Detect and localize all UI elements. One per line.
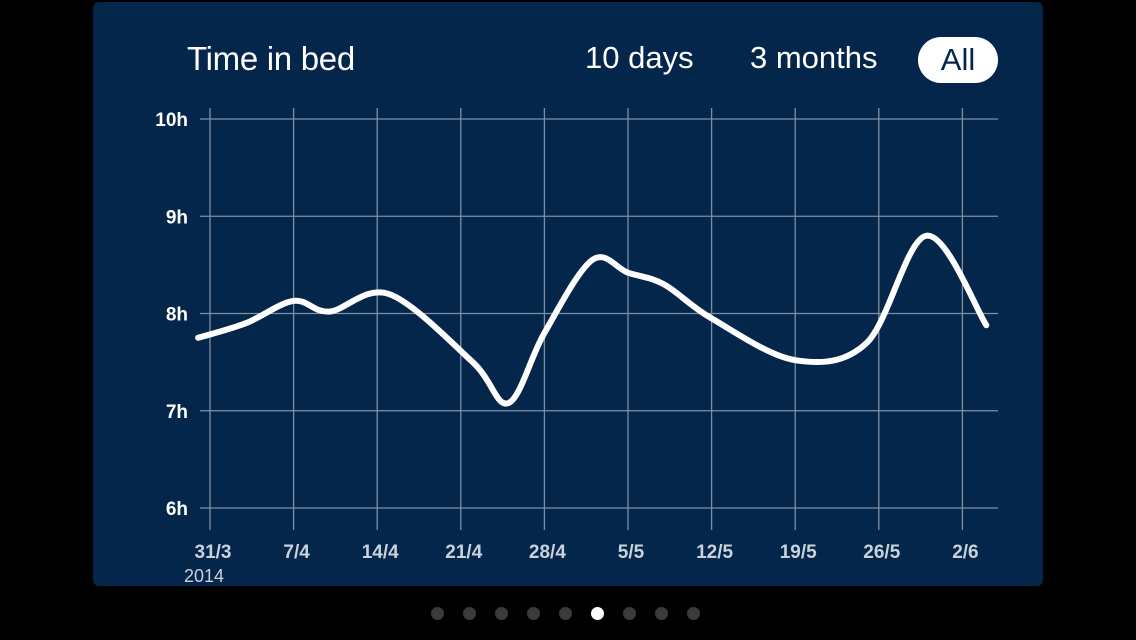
page-dot[interactable] [687,607,700,620]
x-tick-label: 2/6 [952,542,978,563]
x-tick-label: 14/4 [362,542,399,563]
y-tick-label: 10h [155,110,188,131]
range-10-days-button[interactable]: 10 days [585,40,694,75]
series-line [195,232,990,407]
x-tick-label: 21/4 [445,542,482,563]
y-tick-label: 7h [166,402,188,423]
x-tick-label: 12/5 [696,542,733,563]
page-dot[interactable] [527,607,540,620]
page-dot[interactable] [655,607,668,620]
page-dot-active[interactable] [591,607,604,620]
range-3-months-button[interactable]: 3 months [750,40,878,75]
x-tick-label: 7/4 [283,542,310,563]
page-dot[interactable] [623,607,636,620]
y-tick-label: 9h [166,207,188,228]
x-tick-label: 26/5 [863,542,900,563]
x-tick-label: 31/3 [195,542,232,563]
page-indicator[interactable] [0,605,1136,623]
page-dot[interactable] [495,607,508,620]
y-tick-label: 8h [166,305,188,326]
page-dot[interactable] [559,607,572,620]
page-dot[interactable] [431,607,444,620]
x-tick-label: 19/5 [780,542,817,563]
year-label: 2014 [184,566,224,586]
x-tick-label: 5/5 [618,542,645,563]
sleep-line-chart: 6h 7h 8h 9h 10h 31/3 7/4 14/4 21/4 28/4 5/5 12/5 19… [155,108,998,586]
y-tick-label: 6h [166,499,188,520]
page-dot[interactable] [463,607,476,620]
chart-title: Time in bed [187,40,355,77]
x-tick-label: 28/4 [529,542,566,563]
range-all-button[interactable]: All [918,37,998,83]
